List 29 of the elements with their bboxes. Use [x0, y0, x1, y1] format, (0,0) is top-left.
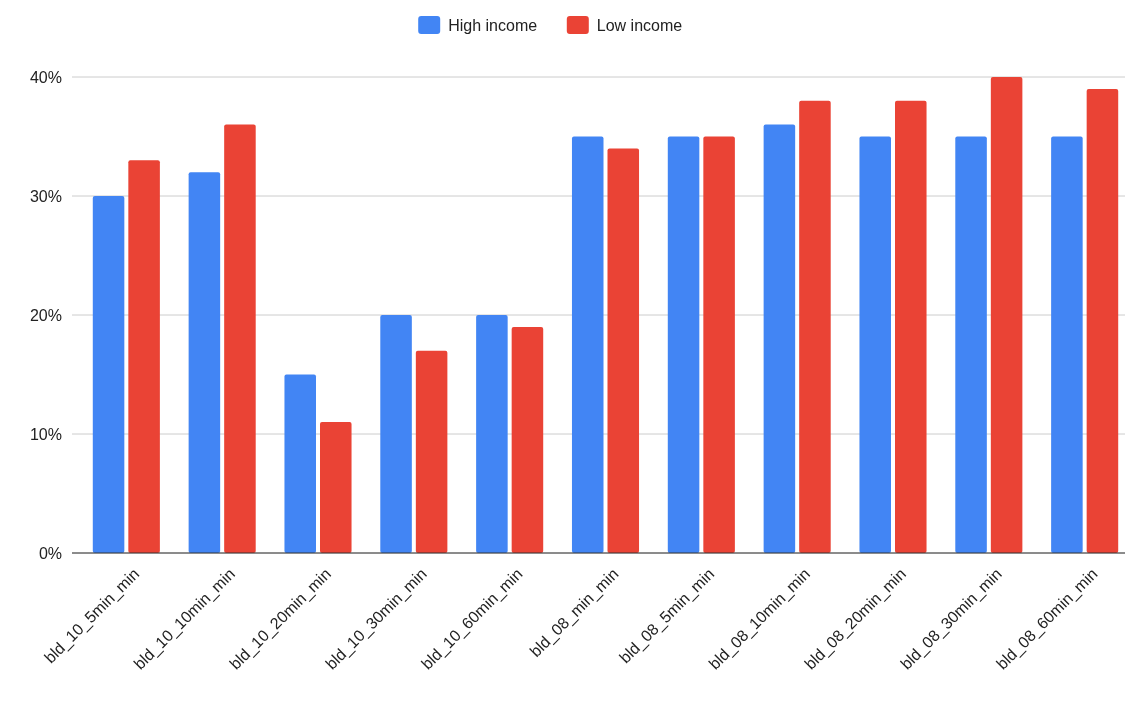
y-tick-label: 0% — [38, 544, 62, 562]
bar — [1051, 136, 1083, 553]
bar — [224, 124, 256, 553]
y-tick-label: 30% — [29, 187, 62, 205]
bar — [607, 148, 640, 553]
y-tick-label: 40% — [29, 68, 62, 86]
bar — [703, 136, 735, 553]
bar — [284, 374, 316, 553]
legend-label: High income — [448, 16, 538, 34]
bar — [667, 136, 700, 553]
bar — [571, 136, 604, 553]
y-tick-label: 10% — [29, 425, 62, 443]
bar — [799, 100, 831, 553]
bar — [128, 160, 160, 553]
bar — [511, 326, 544, 553]
y-tick-label: 20% — [29, 306, 62, 324]
bar — [188, 172, 221, 553]
bar — [1086, 88, 1119, 553]
bar — [476, 315, 508, 553]
legend-label: Low income — [596, 16, 683, 34]
bar — [859, 136, 891, 553]
bar — [380, 315, 412, 553]
bar — [990, 77, 1023, 553]
bar — [895, 100, 927, 553]
bar — [763, 124, 796, 553]
bar — [415, 350, 448, 553]
bar — [320, 422, 352, 553]
bar — [955, 136, 987, 553]
bar — [92, 196, 125, 553]
